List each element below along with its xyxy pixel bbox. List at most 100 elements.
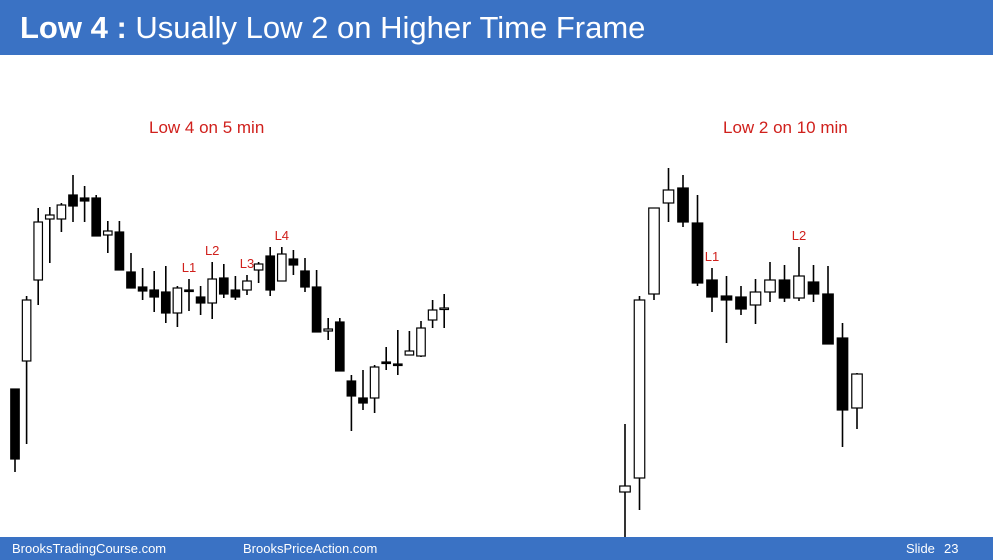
bull-candle-body (427, 309, 438, 321)
bear-candle-body (288, 258, 299, 266)
candle-5min (369, 365, 380, 413)
candle-10min (720, 276, 733, 343)
bear-candle-body (91, 197, 102, 237)
label-5min: L1 (182, 260, 196, 275)
footer-bar: BrooksTradingCourse.com BrooksPriceActio… (0, 537, 993, 560)
candle-10min (706, 268, 718, 312)
footer-left-text: BrooksTradingCourse.com (12, 541, 167, 556)
chart-10min: Low 2 on 10 min L1 L2 (619, 118, 863, 537)
candle-5min (102, 221, 113, 253)
candle-5min (137, 268, 148, 300)
candle-5min (126, 253, 136, 289)
footer-center-text: BrooksPriceAction.com (243, 541, 378, 556)
candle-5min (91, 195, 102, 237)
candle-5min (288, 250, 299, 275)
bull-candle-body (416, 327, 426, 357)
bear-candle-body (184, 289, 194, 293)
candle-5min (439, 294, 450, 328)
bear-candle-body (720, 295, 733, 301)
bull-candle-body (439, 307, 450, 311)
bull-candle-body (793, 275, 805, 299)
bull-candle-body (33, 221, 44, 281)
footer-slide-number: 23 (944, 541, 959, 556)
candle-10min (662, 168, 675, 222)
bear-candle-body (822, 293, 834, 345)
candle-10min (822, 266, 834, 345)
bull-candle-body (242, 280, 252, 291)
candle-5min (311, 270, 322, 333)
candle-5min (149, 271, 160, 312)
candle-10min (836, 323, 849, 447)
candle-5min (79, 186, 90, 222)
title-bold: Low 4 : (20, 9, 127, 45)
bull-candle-body (648, 207, 660, 295)
bear-candle-body (778, 279, 791, 299)
candle-5min (276, 247, 287, 282)
footer-slide-label: Slide (906, 541, 935, 556)
bear-candle-body (358, 397, 368, 404)
bear-candle-body (300, 270, 310, 288)
candle-5min (392, 330, 403, 375)
bear-candle-body (137, 286, 148, 292)
candle-5min (218, 264, 229, 298)
candle-5min (21, 296, 32, 444)
bear-candle-body (807, 281, 820, 295)
candle-5min (68, 175, 78, 222)
bull-candle-body (764, 279, 776, 293)
candle-10min (851, 373, 863, 429)
bull-candle-body (323, 328, 334, 332)
candle-10min (778, 265, 791, 302)
candle-5min (416, 321, 426, 357)
bull-candle-body (404, 350, 415, 356)
bear-candle-body (195, 296, 206, 304)
bear-candle-body (149, 289, 160, 298)
bear-candle-body (706, 279, 718, 298)
candle-10min (749, 279, 762, 324)
label-10min: L2 (792, 228, 806, 243)
candle-5min (114, 221, 125, 271)
candle-10min (764, 262, 776, 302)
candle-5min (160, 266, 171, 323)
bear-candle-body (346, 380, 357, 397)
bull-candle-body (56, 204, 67, 220)
candle-10min (793, 247, 805, 301)
bear-candle-body (691, 222, 704, 284)
candle-5min (265, 247, 276, 296)
candle-5min (195, 286, 206, 315)
bear-candle-body (68, 194, 78, 207)
chart-5min: Low 4 on 5 min L1 L2 L3 L4 (10, 118, 450, 472)
label-5min: L2 (205, 243, 219, 258)
title-rest: Usually Low 2 on Higher Time Frame (135, 9, 646, 45)
slide-title: Low 4 : Usually Low 2 on Higher Time Fra… (0, 0, 993, 55)
candle-5min (33, 208, 44, 305)
candle-5min (207, 262, 218, 319)
candle-5min (253, 262, 264, 283)
candle-5min (381, 347, 392, 370)
bull-candle-body (276, 253, 287, 282)
candle-5min (334, 318, 345, 372)
candle-10min (735, 286, 747, 315)
chart-5min-title: Low 4 on 5 min (149, 118, 264, 137)
chart-10min-title: Low 2 on 10 min (723, 118, 848, 137)
candle-5min (323, 318, 334, 340)
bear-candle-body (265, 255, 276, 291)
bear-candle-body (114, 231, 125, 271)
candle-5min (242, 275, 252, 295)
label-5min: L3 (240, 256, 254, 271)
candle-5min (346, 375, 357, 431)
bear-candle-body (10, 388, 20, 460)
bull-candle-body (44, 214, 55, 220)
bear-candle-body (218, 277, 229, 295)
candle-5min (230, 276, 241, 300)
candle-5min (404, 331, 415, 356)
candle-10min (633, 296, 646, 510)
bear-candle-body (392, 363, 403, 367)
bull-candle-body (253, 263, 264, 271)
bull-candle-body (662, 189, 675, 204)
bull-candle-body (102, 230, 113, 236)
label-5min: L4 (275, 228, 289, 243)
candle-5min (358, 370, 368, 410)
chart-area: Low 4 on 5 min L1 L2 L3 L4 Low 2 on 10 min … (10, 118, 863, 537)
candle-5min (10, 388, 20, 472)
candle-10min (619, 424, 631, 537)
